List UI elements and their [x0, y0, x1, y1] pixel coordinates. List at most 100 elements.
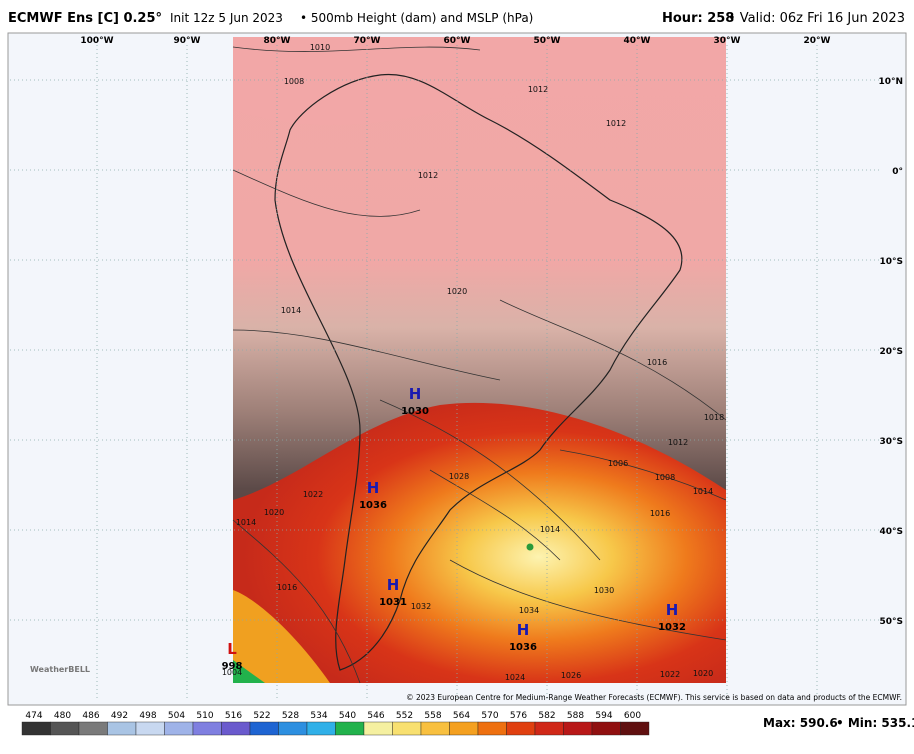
isobar-label: 1008 [655, 473, 675, 482]
colorbar-label: 552 [396, 711, 413, 721]
isobar-label: 1006 [608, 459, 628, 468]
lon-label: 50°W [534, 36, 561, 46]
lat-label: 0° [892, 167, 903, 177]
isobar-label: 1020 [447, 287, 467, 296]
isobar-label: 1008 [284, 77, 304, 86]
colorbar-label: 558 [424, 711, 441, 721]
isobar-label: 1034 [519, 606, 539, 615]
colorbar-label: 504 [168, 711, 185, 721]
system-symbol: H [517, 621, 530, 639]
warm-sw [233, 590, 330, 683]
colorbar-label: 516 [225, 711, 242, 721]
lon-label: 90°W [174, 36, 201, 46]
system-symbol: L [227, 640, 237, 658]
min: • Min: 535.1 [836, 716, 914, 730]
system-symbol: H [666, 601, 679, 619]
model: ECMWF Ens [C] 0.25° [8, 11, 162, 26]
lat-label: 10°S [879, 257, 903, 267]
colorbar-swatch [620, 721, 650, 736]
colorbar-swatch [335, 721, 365, 736]
colorbar-swatch [449, 721, 479, 736]
colorbar-label: 498 [139, 711, 156, 721]
colorbar-swatch [420, 721, 450, 736]
isobar-label: 1032 [411, 602, 431, 611]
hour: Hour: 258 [662, 11, 734, 26]
isobar-label: 1016 [650, 509, 670, 518]
colorbar-swatch [306, 721, 336, 736]
isobars [232, 46, 727, 684]
isobar-label: 1030 [594, 586, 614, 595]
colorbar-swatch [192, 721, 222, 736]
colorbar-label: 492 [111, 711, 128, 721]
isobar-label: 1004 [222, 668, 242, 677]
colorbar-swatch [78, 721, 108, 736]
colorbar-label: 528 [282, 711, 299, 721]
isobar-label: 1028 [449, 472, 469, 481]
isobar-label: 1012 [418, 171, 438, 180]
isobar-label: 1024 [505, 673, 525, 682]
colorbar-label: 600 [624, 711, 641, 721]
colorbar-label: 588 [567, 711, 584, 721]
colorbar-swatch [392, 721, 422, 736]
colorbar-label: 594 [595, 711, 612, 721]
lat-label: 10°N [878, 77, 903, 87]
copyright: © 2023 European Centre for Medium-Range … [406, 693, 902, 702]
lon-label: 70°W [354, 36, 381, 46]
isobar-label: 1020 [264, 508, 284, 517]
isobar-label: 1010 [310, 43, 330, 52]
isobar-label: 1016 [647, 358, 667, 367]
system-pressure: 1036 [509, 642, 537, 653]
colorbar-swatch [591, 721, 621, 736]
colorbar-swatch [50, 721, 80, 736]
isobar-label: 1022 [660, 670, 680, 679]
colorbar-label: 576 [510, 711, 527, 721]
isobar-label: 1016 [277, 583, 297, 592]
isobar-label: 1022 [303, 490, 323, 499]
colorbar-swatch [221, 721, 251, 736]
lon-label: 30°W [714, 36, 741, 46]
colorbar-label: 522 [253, 711, 270, 721]
warm-anomaly [233, 402, 726, 683]
colorbar-label: 480 [54, 711, 71, 721]
colorbar-swatch [249, 721, 279, 736]
colorbar-swatch [135, 721, 165, 736]
isobar-label: 1014 [236, 518, 256, 527]
colorbar-swatch [534, 721, 564, 736]
system-symbol: H [409, 385, 422, 403]
colorbar-label: 582 [538, 711, 555, 721]
isobar-label: 1020 [693, 669, 713, 678]
colorbar-label: 510 [196, 711, 213, 721]
lon-label: 80°W [264, 36, 291, 46]
colorbar-swatch [164, 721, 194, 736]
isobar-label: 1014 [540, 525, 560, 534]
colorbar-swatch [477, 721, 507, 736]
isobar-label: 1026 [561, 671, 581, 680]
isobar-label: 1012 [528, 85, 548, 94]
colorbar-label: 564 [453, 711, 470, 721]
isobar-label: 1012 [606, 119, 626, 128]
system-symbol: H [367, 479, 380, 497]
colorbar-swatch [107, 721, 137, 736]
south-america-outline [274, 73, 683, 671]
system-pressure: 1030 [401, 406, 429, 417]
isobar-label: 1014 [693, 487, 713, 496]
lon-label: 20°W [804, 36, 831, 46]
lat-label: 20°S [879, 347, 903, 357]
system-pressure: 1036 [359, 500, 387, 511]
colorbar-swatch [506, 721, 536, 736]
colorbar-swatch [21, 721, 51, 736]
lon-label: 60°W [444, 36, 471, 46]
min-marker [526, 543, 534, 551]
isobar-label: 1012 [668, 438, 688, 447]
logo: WeatherBELL [30, 665, 90, 674]
isobar-label: 1014 [281, 306, 301, 315]
lat-label: 30°S [879, 437, 903, 447]
max: Max: 590.6 [763, 716, 838, 730]
isobar-label: 1018 [704, 413, 724, 422]
system-symbol: H [387, 576, 400, 594]
field-high [233, 37, 726, 125]
colorbar-swatch [363, 721, 393, 736]
colorbar-label: 474 [25, 711, 42, 721]
